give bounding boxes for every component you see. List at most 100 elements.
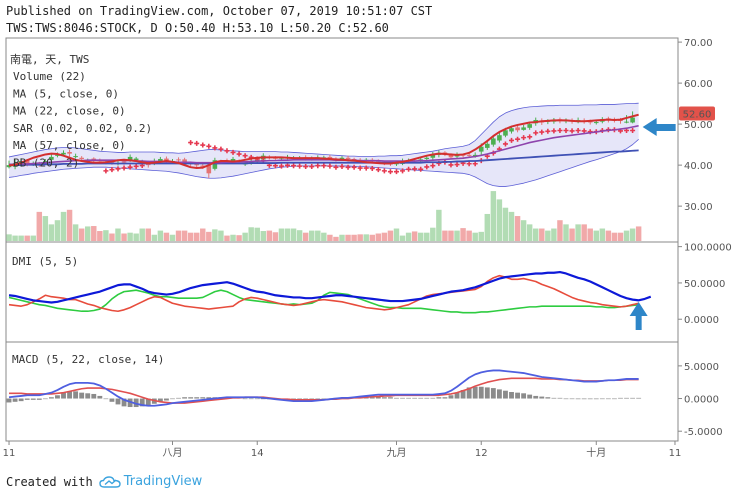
x-axis-tick-label: 十月 bbox=[586, 446, 606, 459]
volume-bar bbox=[411, 231, 418, 241]
candle-body bbox=[587, 121, 593, 123]
dmi-axis-tick-label: 50.0000 bbox=[684, 279, 725, 290]
volume-bar bbox=[212, 229, 218, 241]
macd-histogram-bar bbox=[466, 387, 472, 399]
x-axis-tick-label: 八月 bbox=[162, 447, 182, 459]
sar-dot bbox=[466, 161, 472, 167]
macd-histogram-bar bbox=[115, 398, 121, 405]
macd-histogram-bar bbox=[36, 398, 42, 400]
candle-body bbox=[466, 154, 472, 156]
sar-dot bbox=[236, 151, 242, 157]
volume-bar bbox=[218, 230, 224, 241]
volume-bar bbox=[36, 211, 43, 241]
indicator-legend-item: BB (20, 2) bbox=[13, 157, 79, 170]
candle-body bbox=[430, 154, 436, 158]
bb-upper-line bbox=[8, 102, 639, 158]
sar-dot bbox=[424, 164, 430, 170]
volume-bar bbox=[18, 235, 24, 241]
sar-dot bbox=[515, 136, 521, 142]
macd-line bbox=[8, 369, 639, 407]
macd-histogram-bar bbox=[381, 397, 387, 399]
symbol-title: 南電, 天, TWS bbox=[10, 53, 89, 66]
volume-bar bbox=[315, 230, 321, 241]
macd-histogram-bar bbox=[442, 397, 448, 399]
volume-bar bbox=[278, 228, 285, 241]
sar-dot bbox=[200, 142, 206, 148]
x-axis-tick-label: 11 bbox=[669, 448, 682, 459]
x-axis-tick-label: 12 bbox=[475, 448, 488, 459]
macd-histogram-bar bbox=[176, 397, 181, 399]
volume-bar bbox=[66, 209, 73, 241]
tradingview-brand: TradingView bbox=[123, 474, 203, 489]
macd-histogram-bar bbox=[587, 398, 593, 400]
volume-bar bbox=[442, 230, 448, 241]
macd-histogram-bar bbox=[418, 397, 424, 399]
candle-body bbox=[442, 152, 448, 154]
sar-dot bbox=[188, 140, 194, 146]
candle-body bbox=[206, 165, 212, 174]
volume-bar bbox=[339, 234, 345, 241]
volume-bar bbox=[375, 233, 382, 241]
sar-dot bbox=[448, 162, 454, 168]
volume-bar bbox=[363, 234, 369, 241]
candle-body bbox=[448, 153, 454, 158]
volume-bar bbox=[563, 224, 569, 241]
sar-dot bbox=[206, 143, 212, 149]
macd-histogram-bar bbox=[321, 398, 327, 400]
volume-bar bbox=[200, 228, 206, 241]
last-price-tag bbox=[679, 106, 715, 121]
volume-bar bbox=[309, 230, 315, 241]
volume-bar bbox=[151, 234, 158, 241]
volume-bar bbox=[333, 236, 339, 241]
macd-histogram-bar bbox=[18, 398, 24, 402]
indicator-legend-item: SAR (0.02, 0.02, 0.2) bbox=[13, 122, 152, 135]
sar-dot bbox=[430, 163, 436, 169]
volume-bar bbox=[6, 234, 12, 241]
candle-body bbox=[230, 158, 236, 161]
candle-body bbox=[24, 160, 30, 165]
macd-histogram-bar bbox=[164, 398, 169, 401]
volume-bar bbox=[30, 235, 36, 241]
macd-histogram-bar bbox=[551, 397, 557, 399]
volume-bar bbox=[551, 228, 557, 241]
candle-body bbox=[194, 164, 200, 166]
sar-dot bbox=[230, 149, 236, 155]
candle-body bbox=[79, 157, 84, 159]
sar-dot bbox=[272, 163, 278, 169]
macd-histogram-bar bbox=[484, 387, 490, 399]
sar-dot bbox=[412, 166, 418, 172]
volume-bar bbox=[115, 228, 121, 241]
volume-bar bbox=[284, 228, 291, 241]
macd-histogram-bar bbox=[194, 397, 200, 399]
sar-dot bbox=[509, 137, 515, 143]
sar-dot bbox=[630, 128, 636, 134]
candle-body bbox=[121, 161, 127, 163]
candle-body bbox=[133, 158, 139, 161]
volume-bar bbox=[539, 228, 545, 241]
macd-histogram-bar bbox=[145, 398, 151, 406]
volume-bar bbox=[78, 228, 85, 241]
macd-histogram-bar bbox=[170, 398, 175, 400]
candle-body bbox=[345, 157, 351, 159]
macd-histogram-bar bbox=[563, 398, 569, 400]
macd-axis-tick-label: 5.0000 bbox=[684, 362, 719, 373]
macd-histogram-bar bbox=[599, 398, 605, 400]
sar-dot bbox=[321, 163, 327, 169]
volume-bar bbox=[357, 234, 363, 241]
sar-dot bbox=[327, 163, 333, 169]
macd-histogram-bar bbox=[97, 395, 103, 399]
sar-dot bbox=[315, 163, 321, 169]
volume-bar bbox=[242, 232, 248, 241]
sar-dot bbox=[557, 128, 563, 134]
sar-dot bbox=[121, 165, 127, 171]
macd-histogram-bar bbox=[460, 390, 466, 399]
sar-dot bbox=[393, 169, 399, 175]
macd-histogram-bar bbox=[412, 397, 418, 399]
tradingview-logo[interactable]: TradingView bbox=[99, 474, 203, 489]
macd-histogram-bar bbox=[533, 395, 539, 399]
sar-dot bbox=[242, 153, 248, 159]
sar-dot bbox=[406, 166, 412, 172]
macd-histogram-bar bbox=[575, 398, 581, 400]
volume-bar bbox=[472, 232, 478, 241]
